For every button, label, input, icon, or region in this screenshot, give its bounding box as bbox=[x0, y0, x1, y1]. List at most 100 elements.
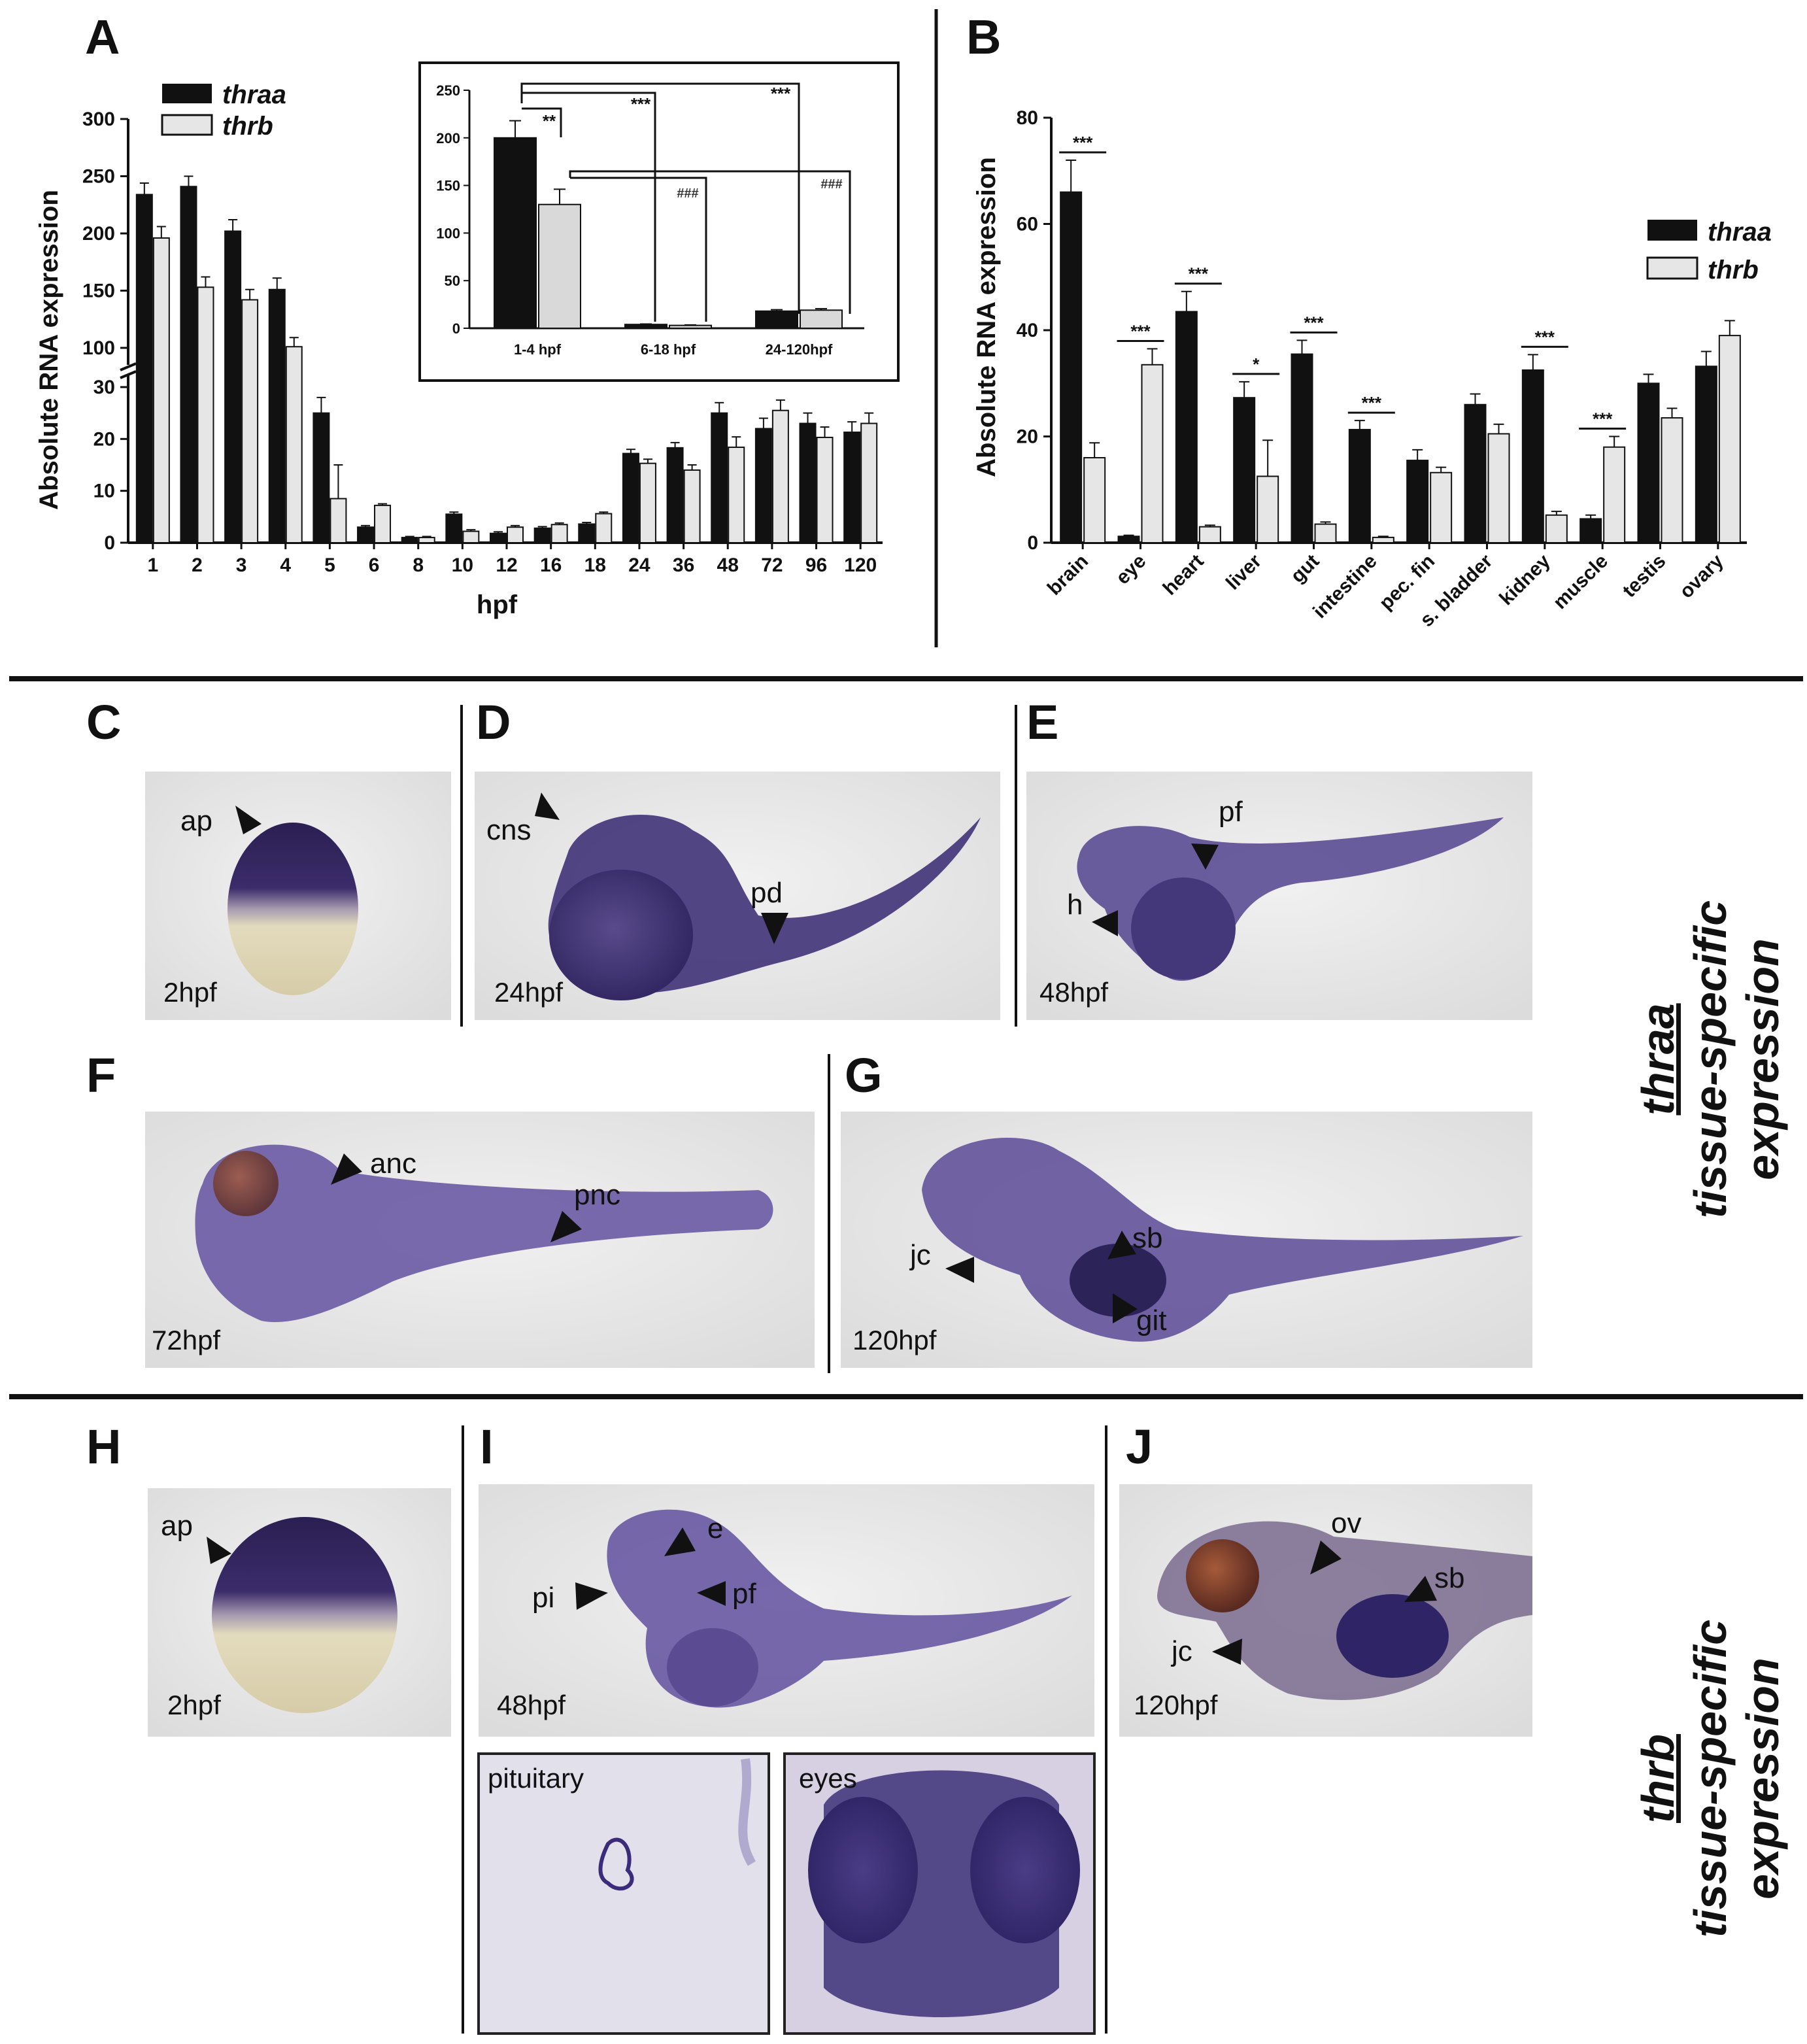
bar-a-thraa bbox=[711, 412, 728, 544]
panel-c: C ap 2hpf bbox=[86, 695, 451, 1020]
label-g-git: git bbox=[1136, 1304, 1166, 1337]
label-e-h: h bbox=[1067, 889, 1083, 921]
chart-a-ytick-label: 200 bbox=[82, 223, 115, 245]
bar-b-thrb bbox=[1487, 433, 1510, 543]
chart-b-category-label: gut bbox=[1287, 551, 1323, 587]
label-j-sb: sb bbox=[1434, 1562, 1464, 1594]
chart-a-xtick-label: 8 bbox=[413, 554, 424, 576]
chart-b-sig-label: *** bbox=[1304, 313, 1324, 332]
inset-sig-4: ### bbox=[677, 186, 698, 201]
arrowhead-f-anc bbox=[331, 1153, 362, 1185]
chart-a-xtick-label: 12 bbox=[496, 554, 517, 576]
inset-xtick-label: 1-4 hpf bbox=[514, 341, 562, 358]
stage-i: 48hpf bbox=[497, 1690, 566, 1720]
bar-b-thraa bbox=[1464, 403, 1487, 543]
inset-eyes-label: eyes bbox=[799, 1763, 857, 1794]
chart-a-ylabel: Absolute RNA expression bbox=[35, 190, 63, 510]
bar-a-thrb bbox=[462, 530, 480, 544]
inset-ytick-label: 100 bbox=[436, 225, 460, 241]
chart-b-ytick-label: 60 bbox=[1017, 214, 1038, 235]
panel-letter-d: D bbox=[476, 695, 511, 749]
embryo-j-sb bbox=[1336, 1594, 1449, 1678]
bar-inset-thraa bbox=[624, 324, 667, 329]
inset-eye-right bbox=[970, 1797, 1080, 1943]
label-f-anc: anc bbox=[370, 1148, 416, 1180]
bar-a-thraa bbox=[268, 288, 286, 543]
bar-a-thrb bbox=[683, 469, 701, 544]
bar-a-thraa bbox=[578, 523, 596, 544]
chart-b-sig-label: *** bbox=[1189, 264, 1209, 284]
label-g-jc: jc bbox=[909, 1239, 931, 1271]
bar-a-thrb bbox=[860, 422, 878, 543]
chart-a-xtick-label: 72 bbox=[761, 554, 783, 576]
stage-g: 120hpf bbox=[853, 1325, 937, 1355]
bar-inset-thrb bbox=[538, 203, 581, 329]
bar-a-thraa bbox=[799, 422, 817, 543]
inset-sig-2: *** bbox=[631, 94, 651, 114]
bar-b-thraa bbox=[1117, 536, 1140, 543]
panel-d: D cns pd 24hpf bbox=[475, 695, 1000, 1020]
bar-a-thrb bbox=[241, 299, 259, 543]
bar-a-thraa bbox=[754, 428, 772, 544]
inset-pituitary-label: pituitary bbox=[488, 1763, 584, 1794]
inset-sig-1: ** bbox=[543, 111, 556, 131]
panel-letter-c: C bbox=[86, 695, 121, 749]
embryo-e-yolk bbox=[1131, 877, 1236, 979]
embryo-d-yolk bbox=[549, 870, 693, 1000]
chart-b-sig-label: *** bbox=[1130, 321, 1151, 341]
chart-b-category-label: testis bbox=[1619, 551, 1670, 602]
chart-a-ytick-label: 150 bbox=[82, 281, 115, 302]
bar-b-thraa bbox=[1175, 311, 1198, 543]
bar-a-thrb bbox=[418, 537, 435, 543]
stage-f: 72hpf bbox=[152, 1325, 220, 1355]
bar-a-thraa bbox=[490, 532, 507, 543]
chart-b-ytick-label: 80 bbox=[1017, 107, 1038, 129]
arrowhead-g-git bbox=[1113, 1293, 1138, 1323]
bar-b-thrb bbox=[1718, 335, 1741, 543]
chart-a-inset: 0 50 100 150 200 250 1-4 hpf 6-18 hpf 24-120hpf bbox=[436, 82, 864, 358]
chart-a-xtick-label: 18 bbox=[584, 554, 606, 576]
embryo-h bbox=[212, 1517, 397, 1713]
bar-a-thraa bbox=[533, 527, 551, 544]
bar-b-thrb bbox=[1314, 523, 1337, 543]
panel-letter-h: H bbox=[86, 1420, 121, 1474]
chart-a-xtick-label: 36 bbox=[673, 554, 694, 576]
stage-e: 48hpf bbox=[1039, 977, 1108, 1008]
chart-a-ytick-label: 0 bbox=[104, 532, 115, 554]
legend-b-thrb-swatch bbox=[1646, 256, 1698, 280]
arrowhead-i-pi bbox=[575, 1582, 608, 1610]
bar-a-thrb bbox=[595, 513, 613, 543]
panel-j: J ov sb jc 120hpf bbox=[1119, 1420, 1532, 1737]
chart-b-sig-label: *** bbox=[1073, 133, 1093, 152]
bar-a-thraa bbox=[357, 526, 375, 544]
legend-a-thraa-swatch bbox=[162, 84, 212, 103]
bar-b-thraa bbox=[1637, 383, 1660, 543]
inset-pituitary-stain bbox=[598, 1837, 634, 1891]
bar-a-thrb bbox=[550, 524, 568, 544]
stage-h: 2hpf bbox=[167, 1690, 221, 1720]
chart-b-category-label: kidney bbox=[1495, 550, 1555, 609]
chart-b-sig-label: *** bbox=[1362, 393, 1382, 413]
side-thrb-line2: expression bbox=[1737, 1658, 1788, 1899]
embryo-c bbox=[228, 823, 358, 995]
chart-a-ytick-label: 10 bbox=[93, 481, 115, 502]
side-label-thrb: thrb tissue-specific expression bbox=[1632, 1620, 1788, 1937]
chart-b-ytick-label: 20 bbox=[1017, 426, 1038, 448]
label-i-pf: pf bbox=[732, 1578, 756, 1610]
bar-a-thraa bbox=[312, 412, 330, 544]
panel-h: H ap 2hpf bbox=[86, 1420, 451, 1737]
bar-b-thrb bbox=[1603, 446, 1626, 543]
chart-a-xtick-label: 24 bbox=[628, 554, 650, 576]
embryo-g-gut bbox=[1070, 1244, 1166, 1317]
side-thraa-line1: tissue-specific bbox=[1685, 900, 1736, 1218]
label-d-pd: pd bbox=[751, 877, 783, 909]
label-j-ov: ov bbox=[1331, 1507, 1361, 1539]
legend-b-thraa-swatch bbox=[1647, 220, 1697, 241]
chart-b-sig-label: * bbox=[1253, 354, 1260, 374]
bar-a-thrb bbox=[771, 409, 789, 544]
arrowhead-f-pnc bbox=[550, 1211, 582, 1242]
label-e-pf: pf bbox=[1219, 796, 1243, 828]
bar-a-thrb bbox=[329, 498, 347, 543]
inset-ytick-label: 0 bbox=[452, 320, 460, 337]
